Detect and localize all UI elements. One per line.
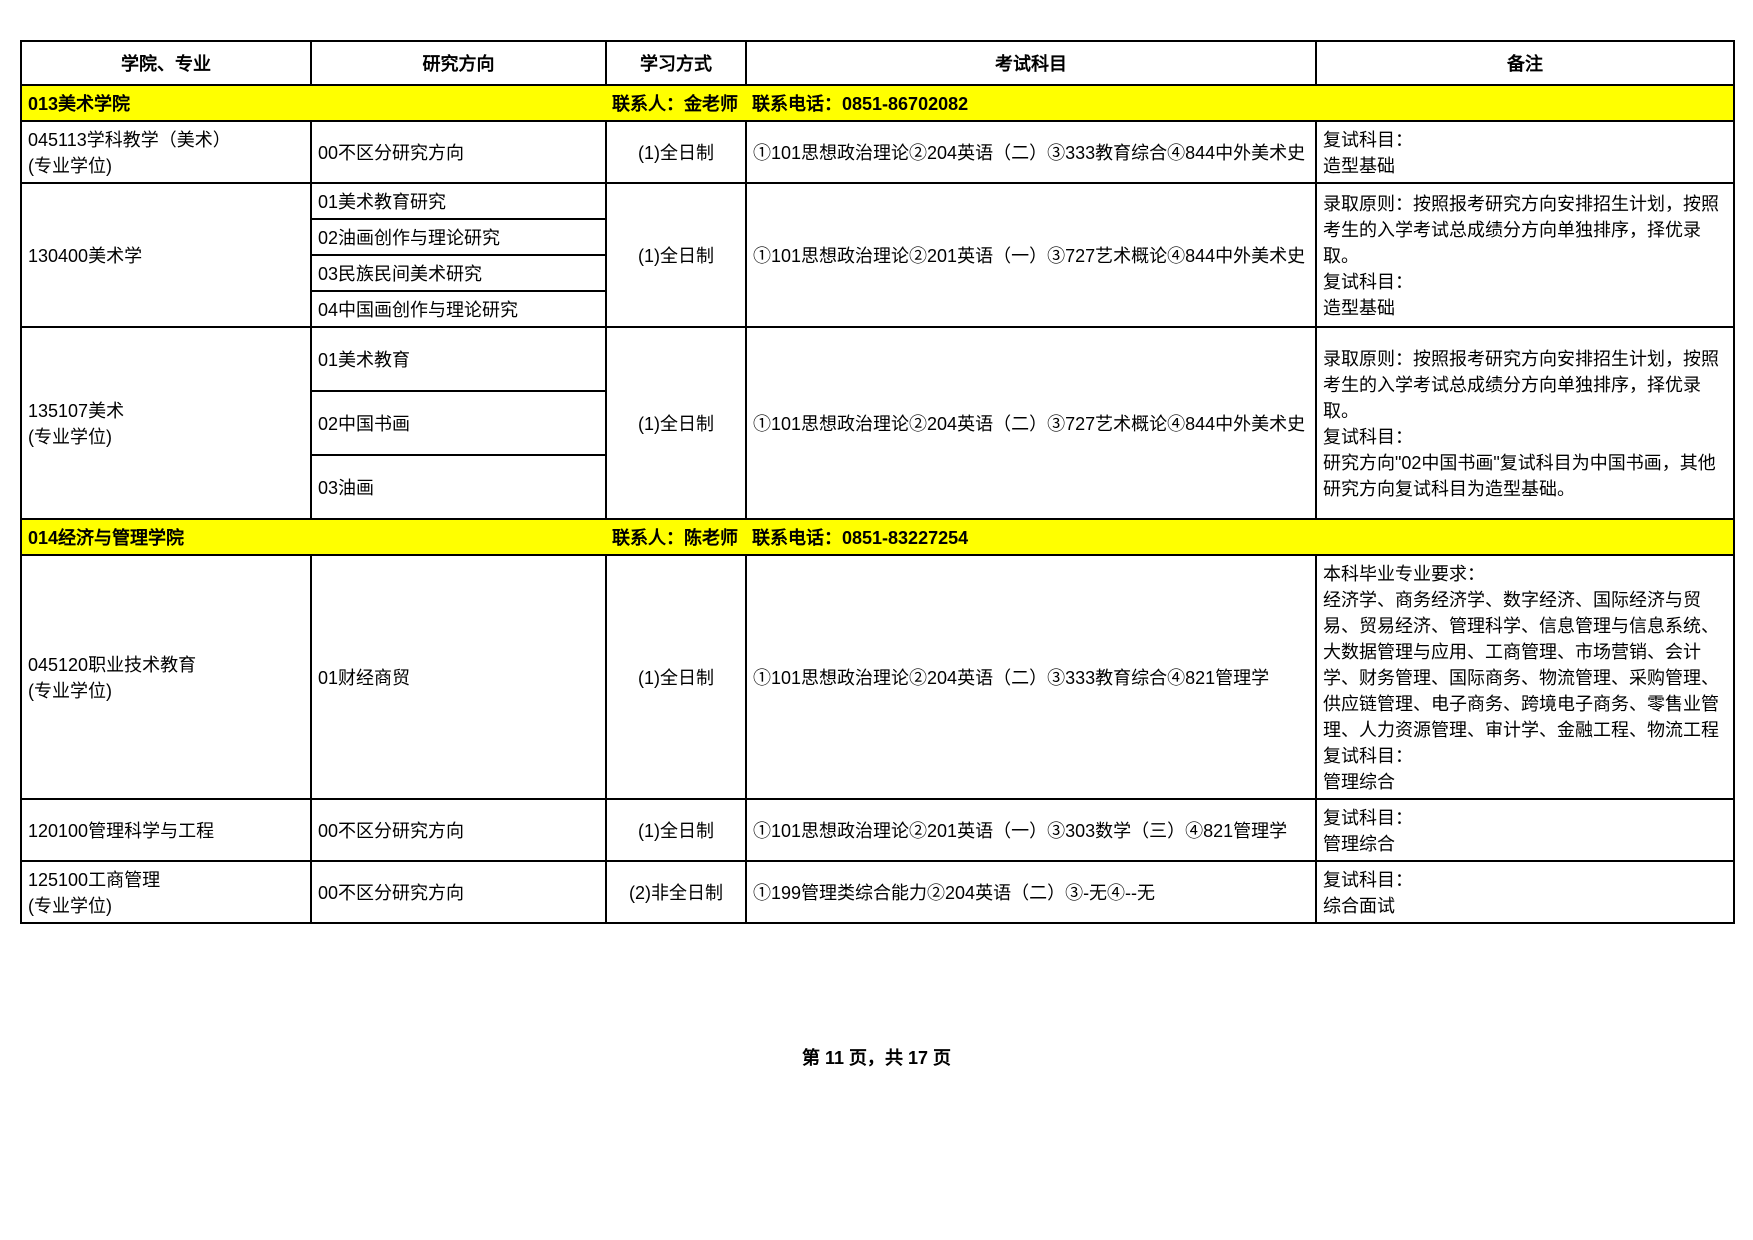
section-contact: 联系人：陈老师 <box>606 519 746 555</box>
section-code: 013美术学院 <box>21 85 606 121</box>
cell-study: (1)全日制 <box>606 555 746 799</box>
cell-direction: 03民族民间美术研究 <box>311 255 606 291</box>
cell-school: 125100工商管理 (专业学位) <box>21 861 311 923</box>
section-header-economics: 014经济与管理学院 联系人：陈老师 联系电话：0851-83227254 <box>21 519 1734 555</box>
cell-study: (2)非全日制 <box>606 861 746 923</box>
table-header-row: 学院、专业 研究方向 学习方式 考试科目 备注 <box>21 41 1734 85</box>
cell-school: 130400美术学 <box>21 183 311 327</box>
cell-note: 复试科目： 管理综合 <box>1316 799 1734 861</box>
header-study: 学习方式 <box>606 41 746 85</box>
cell-study: (1)全日制 <box>606 183 746 327</box>
cell-study: (1)全日制 <box>606 799 746 861</box>
cell-note: 本科毕业专业要求： 经济学、商务经济学、数字经济、国际经济与贸易、贸易经济、管理… <box>1316 555 1734 799</box>
section-phone: 联系电话：0851-86702082 <box>746 85 1734 121</box>
cell-direction: 04中国画创作与理论研究 <box>311 291 606 327</box>
cell-note: 复试科目： 综合面试 <box>1316 861 1734 923</box>
section-phone: 联系电话：0851-83227254 <box>746 519 1734 555</box>
table-row: 045113学科教学（美术） (专业学位) 00不区分研究方向 (1)全日制 ①… <box>21 121 1734 183</box>
cell-exam: ①101思想政治理论②201英语（一）③727艺术概论④844中外美术史 <box>746 183 1316 327</box>
table-row: 125100工商管理 (专业学位) 00不区分研究方向 (2)非全日制 ①199… <box>21 861 1734 923</box>
header-school: 学院、专业 <box>21 41 311 85</box>
header-exam: 考试科目 <box>746 41 1316 85</box>
cell-exam: ①101思想政治理论②204英语（二）③333教育综合④821管理学 <box>746 555 1316 799</box>
cell-note: 复试科目： 造型基础 <box>1316 121 1734 183</box>
section-header-art: 013美术学院 联系人：金老师 联系电话：0851-86702082 <box>21 85 1734 121</box>
cell-direction: 00不区分研究方向 <box>311 861 606 923</box>
catalog-table: 学院、专业 研究方向 学习方式 考试科目 备注 013美术学院 联系人：金老师 … <box>20 40 1735 924</box>
cell-note: 录取原则：按照报考研究方向安排招生计划，按照考生的入学考试总成绩分方向单独排序，… <box>1316 183 1734 327</box>
cell-study: (1)全日制 <box>606 327 746 519</box>
page-footer: 第 11 页，共 17 页 <box>20 1044 1733 1070</box>
table-row: 045120职业技术教育 (专业学位) 01财经商贸 (1)全日制 ①101思想… <box>21 555 1734 799</box>
header-note: 备注 <box>1316 41 1734 85</box>
cell-direction: 01美术教育研究 <box>311 183 606 219</box>
section-code: 014经济与管理学院 <box>21 519 606 555</box>
cell-study: (1)全日制 <box>606 121 746 183</box>
cell-school: 135107美术 (专业学位) <box>21 327 311 519</box>
cell-exam: ①101思想政治理论②204英语（二）③727艺术概论④844中外美术史 <box>746 327 1316 519</box>
section-contact: 联系人：金老师 <box>606 85 746 121</box>
cell-direction: 03油画 <box>311 455 606 519</box>
table-row: 120100管理科学与工程 00不区分研究方向 (1)全日制 ①101思想政治理… <box>21 799 1734 861</box>
cell-direction: 01财经商贸 <box>311 555 606 799</box>
cell-direction: 02油画创作与理论研究 <box>311 219 606 255</box>
cell-direction: 02中国书画 <box>311 391 606 455</box>
cell-exam: ①101思想政治理论②204英语（二）③333教育综合④844中外美术史 <box>746 121 1316 183</box>
cell-exam: ①199管理类综合能力②204英语（二）③-无④--无 <box>746 861 1316 923</box>
cell-school: 045113学科教学（美术） (专业学位) <box>21 121 311 183</box>
cell-direction: 01美术教育 <box>311 327 606 391</box>
cell-school: 045120职业技术教育 (专业学位) <box>21 555 311 799</box>
table-row: 135107美术 (专业学位) 01美术教育 (1)全日制 ①101思想政治理论… <box>21 327 1734 391</box>
cell-direction: 00不区分研究方向 <box>311 121 606 183</box>
cell-note: 录取原则：按照报考研究方向安排招生计划，按照考生的入学考试总成绩分方向单独排序，… <box>1316 327 1734 519</box>
main-table-container: 学院、专业 研究方向 学习方式 考试科目 备注 013美术学院 联系人：金老师 … <box>20 40 1733 1070</box>
cell-school: 120100管理科学与工程 <box>21 799 311 861</box>
cell-exam: ①101思想政治理论②201英语（一）③303数学（三）④821管理学 <box>746 799 1316 861</box>
table-row: 130400美术学 01美术教育研究 (1)全日制 ①101思想政治理论②201… <box>21 183 1734 219</box>
cell-direction: 00不区分研究方向 <box>311 799 606 861</box>
header-direction: 研究方向 <box>311 41 606 85</box>
